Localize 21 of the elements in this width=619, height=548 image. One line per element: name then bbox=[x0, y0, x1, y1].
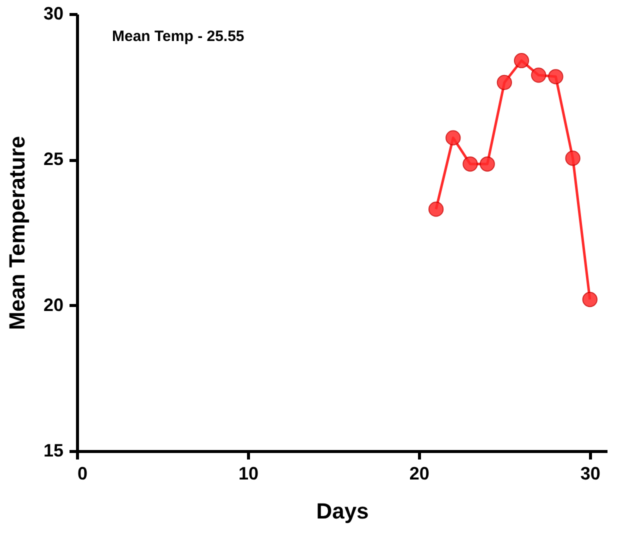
annotation: Mean Temp - 25.55 bbox=[112, 28, 244, 45]
x-tick-label: 20 bbox=[409, 464, 430, 484]
x-tick-label: 30 bbox=[580, 464, 600, 484]
point bbox=[548, 69, 564, 84]
point bbox=[428, 202, 444, 217]
point bbox=[462, 156, 478, 172]
point bbox=[565, 150, 580, 166]
point bbox=[582, 292, 598, 308]
point bbox=[480, 156, 495, 172]
y-tick-label: 30 bbox=[43, 4, 64, 24]
point bbox=[514, 53, 530, 68]
point bbox=[496, 74, 512, 90]
x-tick-label: 10 bbox=[238, 464, 258, 484]
y-axis-title: Mean Temperature bbox=[4, 136, 30, 330]
point bbox=[446, 130, 461, 146]
x-tick-label: 0 bbox=[78, 464, 88, 484]
y-tick-label: 15 bbox=[43, 440, 64, 460]
y-tick-label: 20 bbox=[43, 294, 64, 315]
x-axis-title: Days bbox=[316, 498, 369, 524]
point bbox=[531, 68, 546, 83]
y-tick-label: 25 bbox=[43, 149, 64, 170]
